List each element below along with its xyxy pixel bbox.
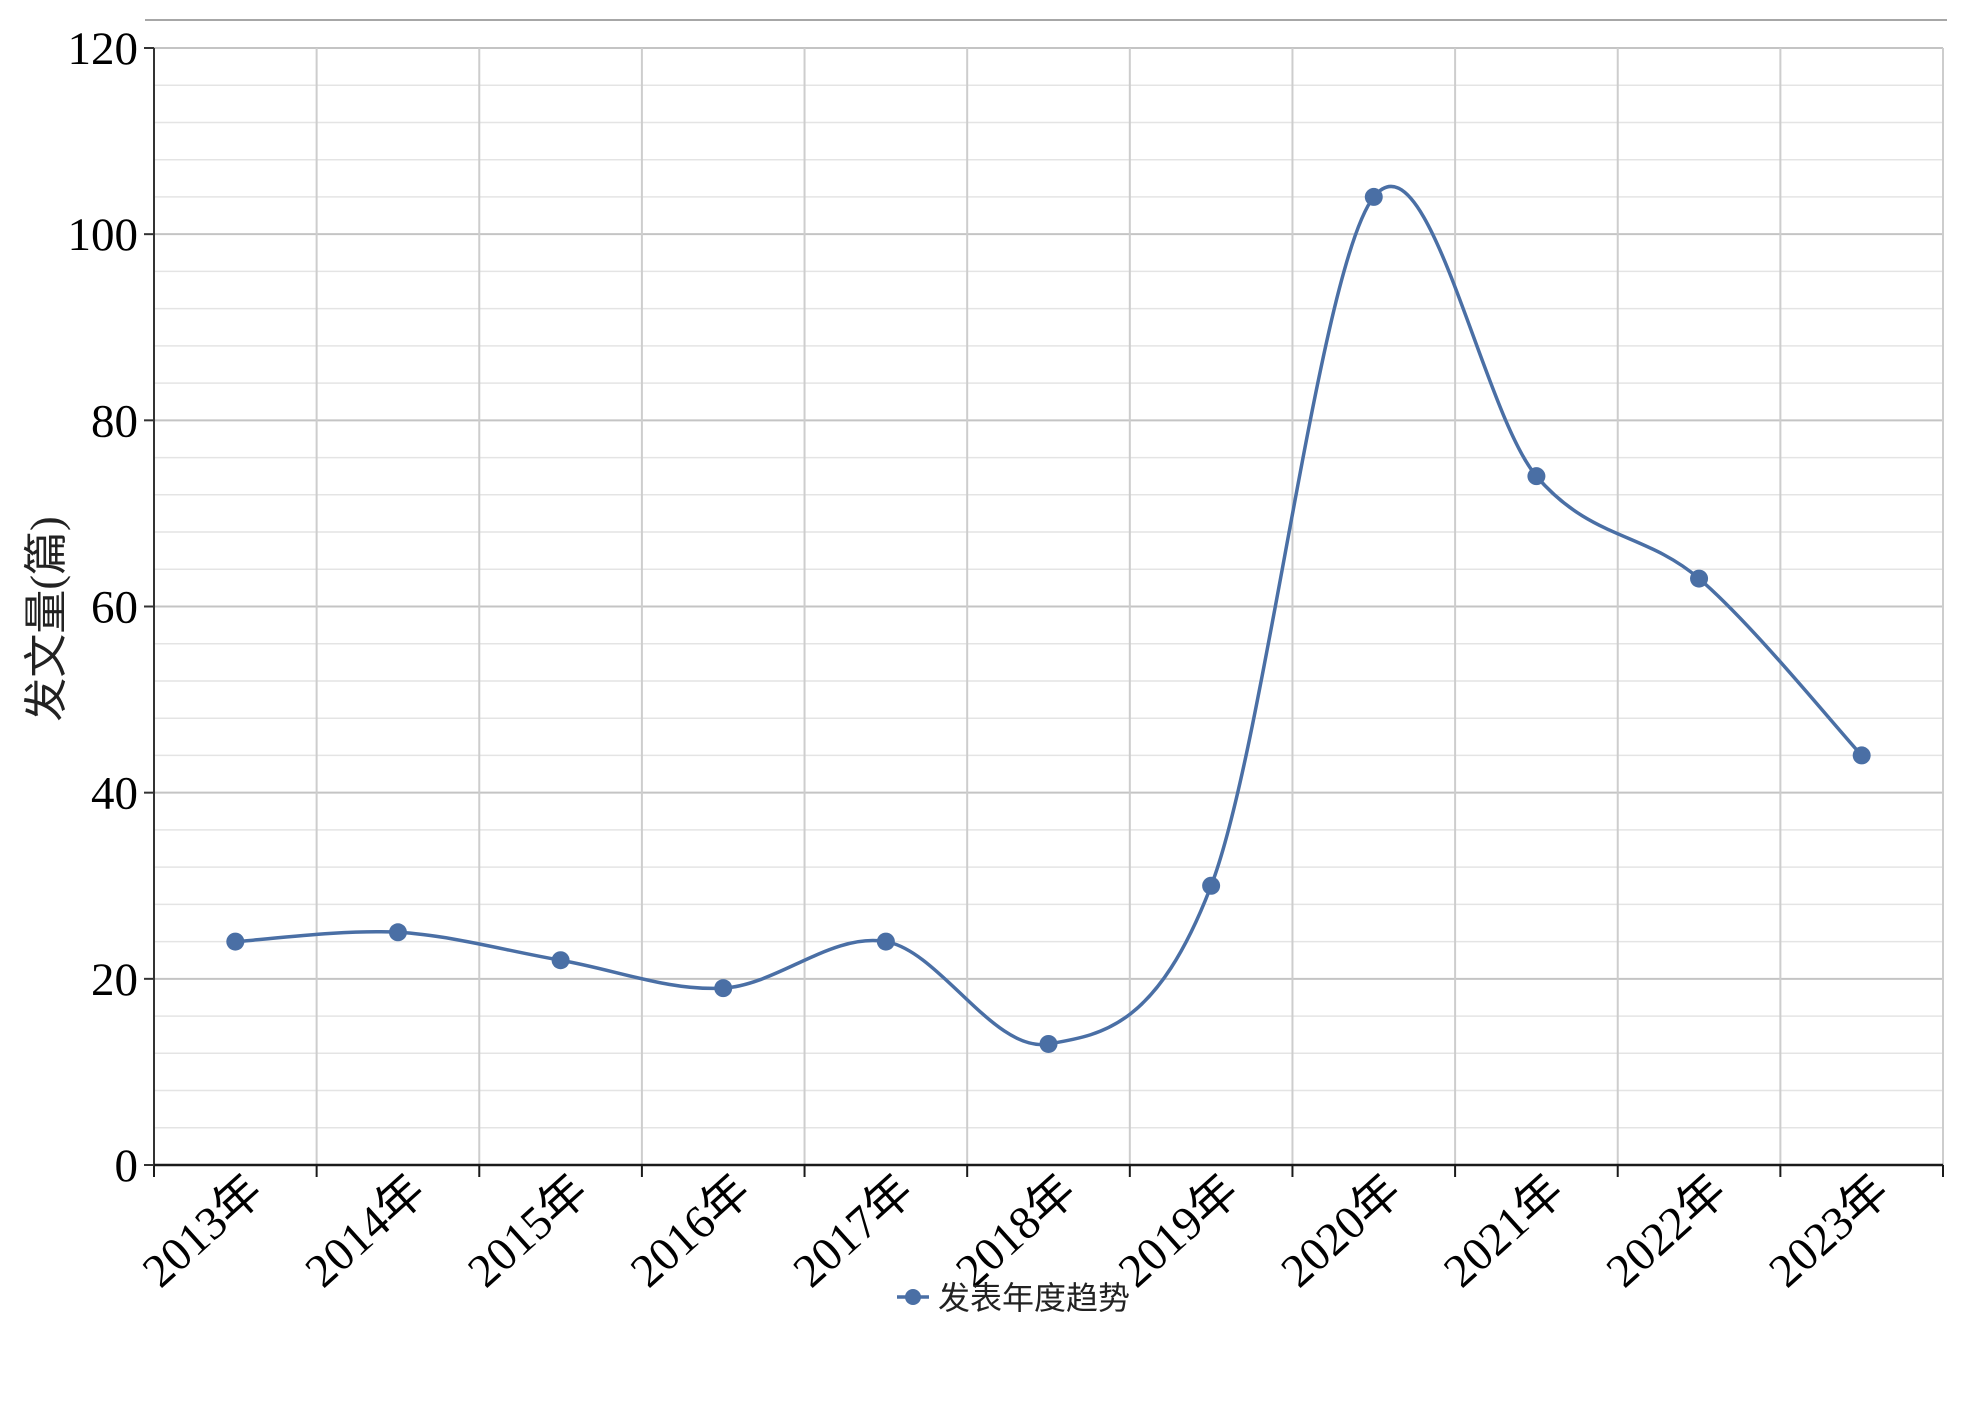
legend[interactable]: 发表年度趋势 [897,1279,1130,1317]
y-tick-label: 100 [68,209,139,261]
legend-label: 发表年度趋势 [938,1279,1130,1317]
y-tick-label: 60 [91,582,138,634]
data-point[interactable] [1364,187,1383,206]
data-point[interactable] [551,951,570,970]
y-tick-label: 80 [91,395,138,447]
y-tick-label: 0 [115,1140,139,1192]
data-point[interactable] [1527,467,1546,486]
data-point[interactable] [1039,1034,1058,1053]
axes [144,47,1944,1177]
data-point[interactable] [1202,876,1221,895]
y-tick-label: 40 [91,768,138,820]
data-point[interactable] [1690,569,1709,588]
data-point[interactable] [226,932,245,951]
data-point[interactable] [388,923,407,942]
data-point[interactable] [1852,746,1871,765]
y-axis-title: 发文量(篇) [22,516,71,721]
data-point[interactable] [714,979,733,998]
series-group [226,184,1871,1053]
y-tick-label: 120 [68,23,139,75]
data-point[interactable] [876,932,895,951]
legend-marker-symbol [905,1289,921,1305]
y-tick-label: 20 [91,954,138,1006]
